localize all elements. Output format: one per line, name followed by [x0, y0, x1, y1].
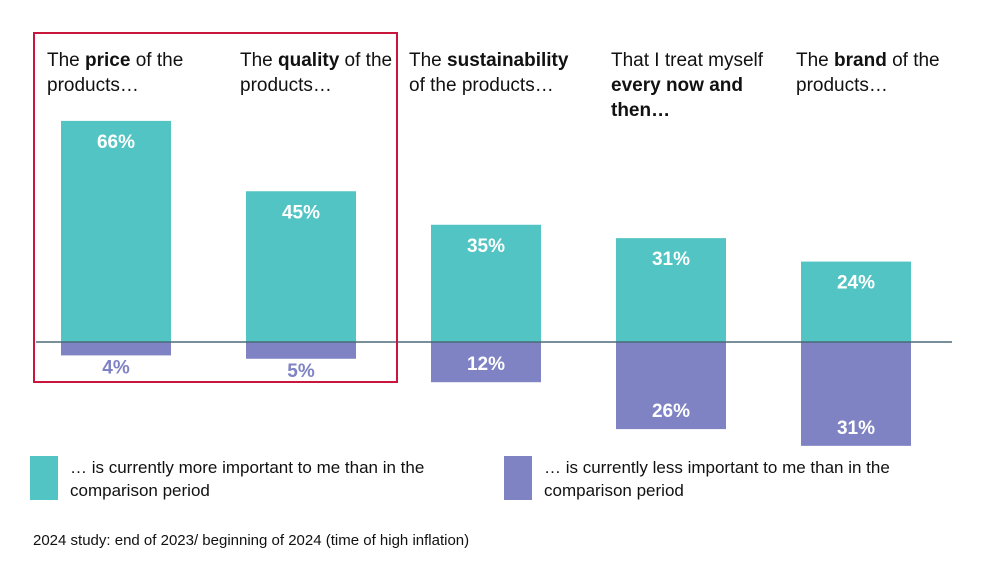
legend-label-more: … is currently more important to me than…	[70, 458, 425, 500]
highlight-box	[33, 32, 398, 383]
data-label-less-3: 26%	[652, 401, 690, 422]
legend-label-less: … is currently less important to me than…	[544, 458, 890, 500]
data-label-more-0: 66%	[97, 132, 135, 153]
bar-more-1	[246, 191, 356, 342]
data-label-less-1: 5%	[287, 361, 315, 382]
bar-less-2	[431, 342, 541, 383]
legend-item-less-important: … is currently less important to me than…	[504, 456, 954, 502]
data-label-less-0: 4%	[102, 357, 130, 378]
bar-more-4	[801, 261, 911, 342]
category-label-brand: The brand of the products…	[796, 50, 940, 96]
data-label-less-4: 31%	[837, 418, 875, 439]
bar-less-4	[801, 342, 911, 446]
bar-more-2	[431, 224, 541, 342]
data-label-more-4: 24%	[837, 273, 875, 294]
legend-swatch-more	[30, 456, 58, 500]
bar-more-3	[616, 238, 726, 342]
bar-more-0	[61, 120, 171, 343]
data-label-more-3: 31%	[652, 249, 690, 270]
data-label-less-2: 12%	[467, 354, 505, 375]
data-label-more-1: 45%	[282, 202, 320, 223]
legend-item-more-important: … is currently more important to me than…	[30, 456, 480, 502]
legend-swatch-less	[504, 456, 532, 500]
data-label-more-2: 35%	[467, 236, 505, 257]
bar-less-3	[616, 342, 726, 430]
category-label-sustainability: The sustainability of the products…	[409, 50, 569, 96]
footnote: 2024 study: end of 2023/ beginning of 20…	[33, 532, 470, 549]
category-label-treat-myself: That I treat myself every now and then…	[611, 50, 764, 121]
bar-less-0	[61, 342, 171, 356]
category-label-price: The price of the products…	[47, 50, 184, 96]
bar-less-1	[246, 342, 356, 359]
category-label-quality: The quality of the products…	[240, 50, 393, 96]
